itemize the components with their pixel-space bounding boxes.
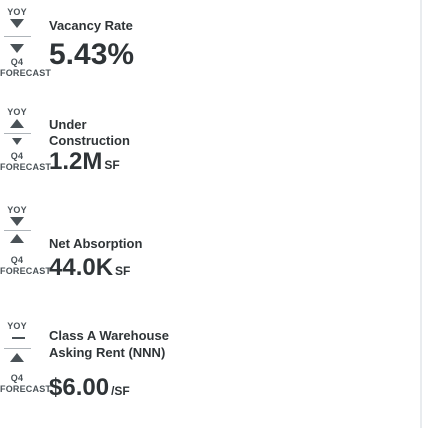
separator <box>4 36 31 37</box>
metric-title-line1: Under <box>49 117 87 132</box>
right-panel-border <box>420 0 422 428</box>
forecast-label: FORECAST <box>0 68 52 78</box>
metric-title: Vacancy Rate <box>49 18 133 33</box>
yoy-label: YOY <box>7 205 27 215</box>
forecast-quarter: Q4 <box>10 57 24 67</box>
separator <box>4 230 31 231</box>
yoy-label: YOY <box>7 7 27 17</box>
yoy-arrow-down-icon <box>0 217 34 226</box>
forecast-arrow-up-icon <box>0 353 34 362</box>
metric-unit: SF <box>115 264 131 278</box>
metric-net-absorption: YOY Net Absorption Q4 FORECAST 44.0K SF <box>0 200 420 310</box>
metric-unit: SF <box>104 158 120 172</box>
forecast-arrow-down-icon <box>0 44 34 53</box>
yoy-label: YOY <box>7 321 27 331</box>
metric-value: 5.43% <box>49 38 135 71</box>
metric-value: 1.2M SF <box>49 148 120 175</box>
metric-unit: /SF <box>111 384 130 398</box>
metric-under-construction: YOY Under Construction Q4 FORECAST 1.2M S… <box>0 100 420 200</box>
forecast-label: FORECAST <box>0 162 52 172</box>
yoy-label: YOY <box>7 107 27 117</box>
metric-title-line2: Construction <box>49 133 130 148</box>
forecast-label: FORECAST <box>0 384 52 394</box>
yoy-arrow-down-icon <box>0 19 34 28</box>
forecast-arrow-up-icon <box>0 234 34 243</box>
forecast-quarter: Q4 <box>10 373 24 383</box>
metric-title-line2: Asking Rent (NNN) <box>49 345 166 360</box>
metric-title: Net Absorption <box>49 236 143 251</box>
forecast-label: FORECAST <box>0 266 52 276</box>
forecast-arrow-down-icon <box>0 138 34 145</box>
metric-value: $6.00/SF <box>49 374 130 401</box>
metric-class-a-asking-rent: YOY Class A Warehouse Asking Rent (NNN) … <box>0 310 420 428</box>
forecast-quarter: Q4 <box>10 255 24 265</box>
forecast-quarter: Q4 <box>10 151 24 161</box>
metric-value: 44.0K SF <box>49 254 131 281</box>
separator <box>4 133 31 134</box>
yoy-arrow-up-icon <box>0 119 34 128</box>
separator <box>4 348 31 349</box>
yoy-flat-dash-icon <box>12 337 25 339</box>
metric-vacancy-rate: YOY Vacancy Rate Q4 FORECAST 5.43% <box>0 0 420 100</box>
metric-title-line1: Class A Warehouse <box>49 328 169 343</box>
